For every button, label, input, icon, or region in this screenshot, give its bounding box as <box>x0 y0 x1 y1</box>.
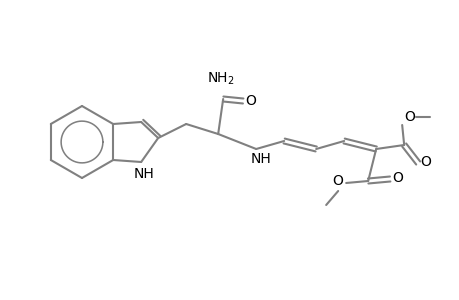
Text: O: O <box>420 155 431 169</box>
Text: NH: NH <box>134 167 154 181</box>
Text: NH: NH <box>250 152 271 166</box>
Text: O: O <box>392 171 403 185</box>
Text: O: O <box>332 174 343 188</box>
Text: O: O <box>245 94 256 108</box>
Text: NH$_2$: NH$_2$ <box>207 71 235 87</box>
Text: O: O <box>404 110 415 124</box>
